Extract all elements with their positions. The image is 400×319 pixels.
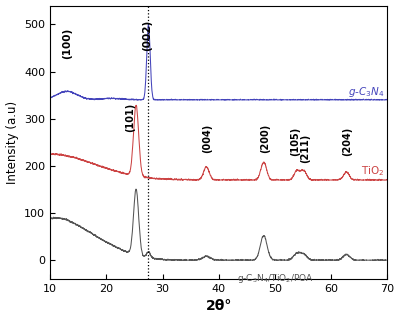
Text: (211): (211) [300,134,310,163]
Text: (002): (002) [142,20,152,51]
Text: (100): (100) [62,28,72,59]
Text: g-C$_3$N$_4$/TiO$_2$/POA: g-C$_3$N$_4$/TiO$_2$/POA [236,272,313,285]
Text: (105): (105) [290,127,300,156]
Text: (204): (204) [342,127,352,156]
Text: TiO$_2$: TiO$_2$ [361,165,384,178]
Text: (004): (004) [202,123,212,153]
Text: g-C$_3$N$_4$: g-C$_3$N$_4$ [348,85,384,99]
X-axis label: 2θ°: 2θ° [206,300,232,314]
Y-axis label: Intensity (a.u): Intensity (a.u) [6,101,18,184]
Text: (200): (200) [260,123,270,153]
Text: (101): (101) [126,103,136,132]
